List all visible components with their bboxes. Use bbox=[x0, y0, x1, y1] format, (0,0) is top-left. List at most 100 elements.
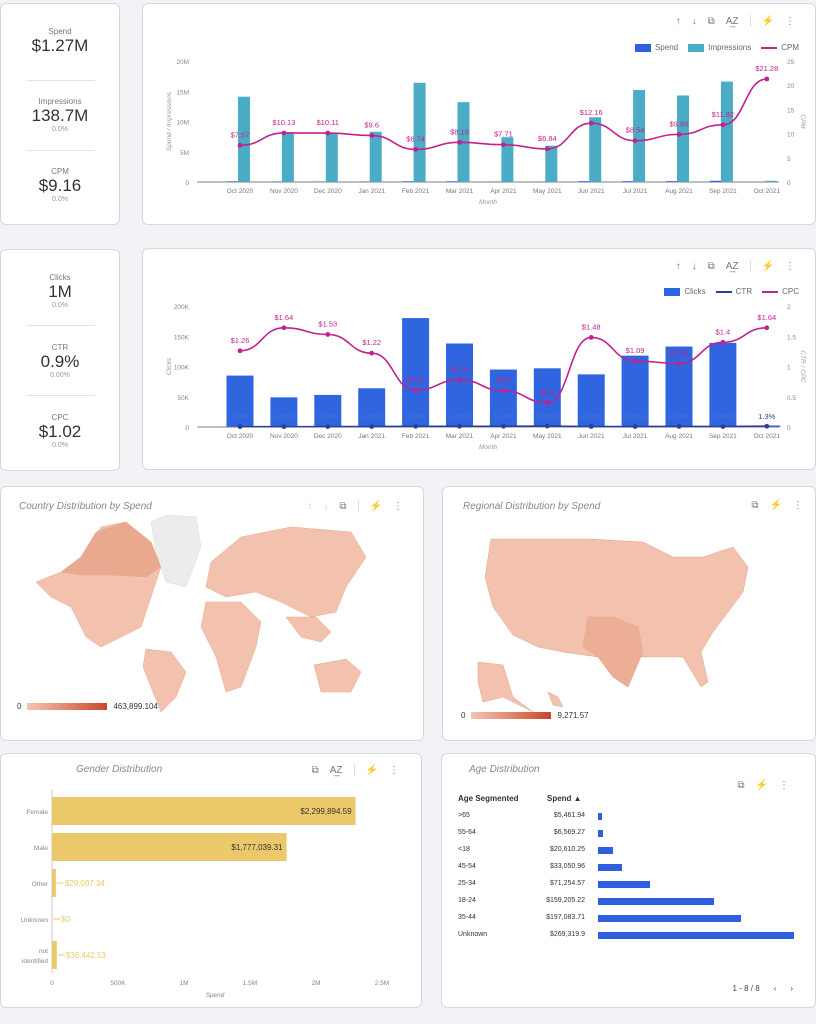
point-cpc bbox=[413, 387, 418, 393]
bolt-icon[interactable]: ⚡ bbox=[755, 780, 768, 791]
point-ctr bbox=[325, 424, 331, 430]
more-options-icon[interactable]: ⋮ bbox=[785, 15, 795, 27]
point-ctr bbox=[632, 424, 638, 429]
legend-ctr[interactable]: CTR bbox=[715, 287, 752, 296]
spend-bar bbox=[598, 898, 714, 905]
color-scale: 0 9,271.57 bbox=[461, 711, 589, 720]
table-row[interactable]: <18 $20,610.25 bbox=[458, 846, 803, 863]
y2-tick-label: 0 bbox=[787, 425, 791, 432]
sort-az-icon[interactable]: A͢Z bbox=[725, 15, 739, 27]
legend-cpm[interactable]: CPM bbox=[761, 43, 799, 52]
sort-ascending-icon[interactable]: ↑ bbox=[675, 15, 681, 27]
y2-tick-label: 0 bbox=[787, 180, 791, 187]
x-tick-label: Nov 2020 bbox=[270, 433, 298, 440]
legend-clicks[interactable]: Clicks bbox=[664, 287, 706, 296]
chart-title: Regional Distribution by Spend bbox=[463, 501, 601, 512]
pagination: 1 - 8 / 8 ‹ › bbox=[733, 984, 793, 993]
impressions-cpm-chart-card: ↑ ↓ ⧉ A͢Z ⚡ ⋮ Spend Impressions CPM 0 5M 10M 15M… bbox=[142, 3, 816, 225]
bar-gender bbox=[52, 941, 57, 969]
more-options-icon[interactable]: ⋮ bbox=[389, 764, 399, 776]
data-label-cpm: $10.11 bbox=[317, 118, 339, 127]
y-tick-label: 15M bbox=[176, 89, 189, 96]
sort-descending-icon[interactable]: ↓ bbox=[691, 260, 697, 272]
sort-descending-icon[interactable]: ↓ bbox=[691, 15, 697, 27]
sort-az-icon[interactable]: A͢Z bbox=[725, 260, 739, 272]
bar-clicks bbox=[358, 388, 386, 427]
table-row[interactable]: 55-64 $6,569.27 bbox=[458, 829, 803, 846]
y-tick-label: 20M bbox=[176, 59, 189, 66]
point-cpm bbox=[544, 146, 550, 152]
sort-ascending-icon[interactable]: ↑ bbox=[307, 500, 313, 512]
explore-chart-icon[interactable]: ⧉ bbox=[751, 500, 759, 511]
more-options-icon[interactable]: ⋮ bbox=[793, 500, 803, 511]
next-page-icon[interactable]: › bbox=[790, 984, 793, 993]
bar-gender bbox=[52, 797, 356, 825]
bolt-icon[interactable]: ⚡ bbox=[365, 764, 378, 776]
chart-title: Gender Distribution bbox=[76, 764, 163, 775]
table-row[interactable]: 18-24 $159,205.22 bbox=[458, 897, 803, 914]
data-label-ctr: 1.3% bbox=[758, 412, 775, 421]
y-tick-label: 10M bbox=[176, 120, 189, 127]
bolt-icon[interactable]: ⚡ bbox=[761, 15, 774, 27]
explore-chart-icon[interactable]: ⧉ bbox=[707, 260, 715, 272]
data-label-ctr: 0.78% bbox=[624, 412, 646, 421]
explore-chart-icon[interactable]: ⧉ bbox=[311, 764, 319, 776]
table-row[interactable]: 35-44 $197,083.71 bbox=[458, 914, 803, 931]
point-ctr bbox=[501, 423, 506, 429]
more-options-icon[interactable]: ⋮ bbox=[785, 260, 795, 272]
bar-clicks bbox=[489, 369, 517, 427]
data-label-cpc: $0.61 bbox=[406, 375, 425, 384]
legend-cpc[interactable]: CPC bbox=[762, 287, 799, 296]
data-label: $2,299,894.59 bbox=[300, 807, 352, 816]
bolt-icon[interactable]: ⚡ bbox=[761, 260, 774, 272]
table-row[interactable]: Unknown $269,319.9 bbox=[458, 931, 803, 948]
divider bbox=[27, 395, 95, 396]
kpi-label: CPM bbox=[51, 167, 69, 176]
table-row[interactable]: >65 $5,461.94 bbox=[458, 812, 803, 829]
column-header-age[interactable]: Age Segmented bbox=[458, 794, 519, 803]
spend-bar bbox=[598, 881, 650, 888]
prev-page-icon[interactable]: ‹ bbox=[773, 984, 777, 993]
explore-chart-icon[interactable]: ⧉ bbox=[339, 500, 347, 512]
chart-toolbar: ↑ ↓ ⧉ ⚡ ⋮ bbox=[307, 500, 403, 512]
world-map[interactable] bbox=[1, 487, 425, 742]
bar-clicks bbox=[665, 346, 693, 427]
bolt-icon[interactable]: ⚡ bbox=[369, 500, 382, 512]
spend-value: $159,205.22 bbox=[546, 897, 585, 904]
bar-impressions bbox=[238, 96, 250, 182]
bolt-icon[interactable]: ⚡ bbox=[769, 500, 782, 511]
bar-impressions bbox=[677, 95, 689, 182]
gender-bar-chart: 0 500K 1M 1.5M 2M 2.5M Spend Female $2,299,894.5… bbox=[21, 790, 389, 999]
sort-az-icon[interactable]: A͢Z bbox=[329, 764, 343, 776]
explore-chart-icon[interactable]: ⧉ bbox=[737, 780, 745, 791]
legend-impressions[interactable]: Impressions bbox=[688, 43, 751, 52]
explore-chart-icon[interactable]: ⧉ bbox=[707, 15, 715, 27]
sort-ascending-icon[interactable]: ↑ bbox=[675, 260, 681, 272]
age-segment: 55-64 bbox=[458, 829, 476, 836]
point-ctr bbox=[281, 424, 287, 430]
more-options-icon[interactable]: ⋮ bbox=[393, 500, 403, 512]
age-segment: 18-24 bbox=[458, 897, 476, 904]
scale-max: 463,899.104 bbox=[113, 702, 158, 711]
divider bbox=[27, 150, 95, 151]
chart-toolbar: ↑ ↓ ⧉ A͢Z ⚡ ⋮ bbox=[676, 15, 795, 27]
point-cpc bbox=[544, 400, 550, 406]
table-row[interactable]: 25-34 $71,254.57 bbox=[458, 880, 803, 897]
chart-toolbar: ⧉ ⚡ ⋮ bbox=[751, 500, 803, 511]
more-options-icon[interactable]: ⋮ bbox=[779, 780, 789, 791]
divider bbox=[27, 80, 95, 81]
point-ctr bbox=[369, 424, 375, 429]
point-cpc bbox=[369, 350, 375, 356]
y2-tick-label: 25 bbox=[787, 59, 795, 66]
spend-bar bbox=[598, 915, 742, 922]
sort-descending-icon[interactable]: ↓ bbox=[323, 500, 329, 512]
us-map[interactable] bbox=[443, 487, 816, 742]
y-tick-label: 5M bbox=[180, 150, 189, 157]
column-header-spend[interactable]: Spend ▲ bbox=[547, 794, 582, 803]
point-ctr bbox=[764, 423, 770, 429]
kpi-label: Impressions bbox=[38, 97, 82, 106]
legend-spend[interactable]: Spend bbox=[634, 43, 678, 52]
table-row[interactable]: 45-54 $33,050.96 bbox=[458, 863, 803, 880]
age-segment: 35-44 bbox=[458, 914, 476, 921]
y-tick-label: Other bbox=[32, 881, 49, 888]
